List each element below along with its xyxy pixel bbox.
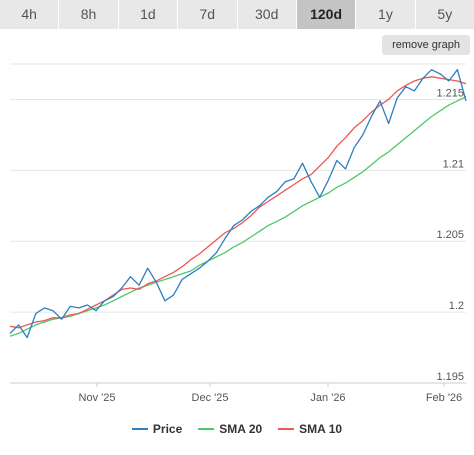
legend-label-sma20: SMA 20 [219, 422, 263, 436]
tab-4h[interactable]: 4h [0, 0, 60, 29]
legend-swatch-price [131, 428, 148, 430]
tab-1y[interactable]: 1y [356, 0, 416, 29]
y-tick-label: 1.195 [436, 371, 464, 383]
legend-swatch-sma20 [198, 428, 215, 430]
legend-label-sma10: SMA 10 [299, 422, 343, 436]
y-tick-label: 1.215 [436, 87, 464, 99]
x-tick-label: Feb '26 [426, 392, 462, 404]
price-line [9, 69, 467, 339]
y-axis-tick-labels: 1.195 1.2 1.205 1.21 1.215 [436, 87, 464, 383]
x-tick-label: Jan '26 [310, 392, 345, 404]
remove-graph-button[interactable]: remove graph [382, 35, 470, 55]
legend-label-price: Price [152, 422, 183, 436]
tab-1d[interactable]: 1d [118, 0, 179, 29]
legend-item-sma10[interactable]: SMA 10 [278, 422, 342, 436]
range-tab-bar: 4h 8h 1d 7d 30d 120d 1y 5y [0, 0, 474, 29]
tab-30d[interactable]: 30d [237, 0, 297, 29]
sma20-line [9, 96, 467, 337]
x-tick-label: Dec '25 [192, 392, 229, 404]
tab-5y[interactable]: 5y [415, 0, 474, 29]
grid-lines [10, 63, 466, 384]
y-tick-label: 1.21 [443, 158, 464, 170]
x-tick-label: Nov '25 [79, 392, 116, 404]
legend-swatch-sma10 [278, 428, 295, 430]
chart-legend: Price SMA 20 SMA 10 [0, 420, 474, 438]
y-tick-label: 1.205 [436, 229, 464, 241]
tab-8h[interactable]: 8h [59, 0, 119, 29]
x-axis-tick-labels: Nov '25 Dec '25 Jan '26 Feb '26 [79, 383, 462, 404]
legend-item-sma20[interactable]: SMA 20 [198, 422, 262, 436]
sma10-line [9, 76, 467, 329]
series-lines [9, 69, 467, 339]
y-tick-label: 1.2 [449, 300, 464, 312]
tab-120d[interactable]: 120d [296, 0, 357, 29]
tab-7d[interactable]: 7d [178, 0, 238, 29]
legend-item-price[interactable]: Price [131, 422, 183, 436]
